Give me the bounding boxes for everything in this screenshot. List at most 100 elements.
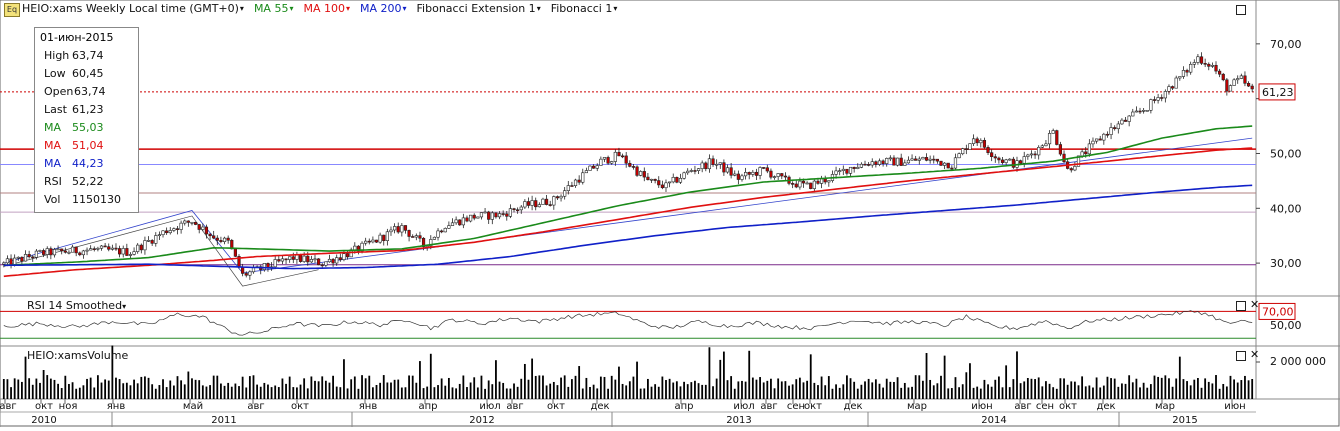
candle-body — [403, 225, 408, 231]
volume-bar — [748, 350, 751, 399]
volume-bar — [447, 377, 450, 399]
symbol-selector[interactable]: HEIO:xams Weekly Local time (GMT+0) ▾ — [22, 2, 244, 15]
volume-bar — [538, 375, 541, 399]
candle-body — [226, 237, 230, 241]
fib-indicator[interactable]: Fibonacci 1 ▾ — [551, 2, 618, 15]
ma100-label: MA 100 — [303, 2, 345, 15]
candle-body — [49, 248, 53, 256]
volume-maximize-icon[interactable] — [1236, 351, 1246, 361]
rsi-close-icon[interactable]: ✕ — [1250, 298, 1260, 311]
month-label: мар — [1155, 401, 1175, 412]
volume-bar — [618, 366, 620, 399]
volume-bar — [1012, 379, 1015, 399]
volume-bar — [100, 382, 103, 399]
candle-body — [1250, 85, 1254, 90]
candle-body — [885, 158, 889, 164]
volume-bar — [462, 375, 465, 399]
candle-body — [92, 248, 96, 250]
candle-body — [1167, 86, 1171, 92]
volume-bar — [610, 375, 613, 399]
data-window-label: MA — [44, 156, 62, 170]
candle-body — [1091, 140, 1095, 145]
volume-bar — [777, 378, 780, 399]
fib-ext-indicator[interactable]: Fibonacci Extension 1 ▾ — [417, 2, 541, 15]
candle-body — [331, 258, 335, 264]
volume-bar — [35, 378, 38, 399]
rsi-tick-label: 50,00 — [1270, 319, 1302, 332]
volume-bar — [234, 383, 237, 399]
candle-body — [537, 204, 541, 208]
ma55-indicator[interactable]: MA 55 ▾ — [254, 2, 294, 15]
candle-body — [436, 230, 440, 238]
candle-body — [563, 190, 567, 197]
volume-bar — [154, 388, 157, 399]
volume-bar — [1178, 356, 1181, 399]
volume-bar — [860, 384, 863, 399]
volume-bar — [766, 380, 769, 399]
candle-body — [642, 171, 646, 178]
candle-body — [660, 184, 664, 189]
candle-body — [34, 250, 38, 258]
volume-bar — [867, 378, 870, 399]
volume-bar — [940, 375, 942, 399]
volume-bar — [451, 387, 454, 399]
volume-bar — [722, 351, 725, 399]
volume-bar — [183, 384, 186, 399]
volume-bar — [856, 388, 859, 399]
equity-icon[interactable]: Eq — [4, 3, 20, 17]
volume-bar — [686, 384, 689, 399]
volume-bar — [614, 379, 617, 399]
volume-bar — [328, 382, 331, 399]
volume-bar — [527, 379, 530, 399]
candle-body — [450, 222, 455, 226]
data-window-row: Last 61,23 — [35, 100, 138, 118]
volume-bar — [1095, 377, 1098, 399]
volume-bar — [245, 387, 248, 399]
candle-body — [798, 180, 802, 188]
data-window-label: High — [44, 48, 70, 62]
volume-bar — [469, 382, 472, 399]
volume-bar — [694, 380, 696, 399]
candle-body — [367, 240, 371, 243]
ma200-indicator[interactable]: MA 200 ▾ — [360, 2, 407, 15]
rsi-panel-title[interactable]: RSI 14 Smoothed▾ — [27, 299, 126, 312]
candle-body — [986, 147, 990, 153]
ma100-indicator[interactable]: MA 100 ▾ — [303, 2, 350, 15]
candle-body — [602, 157, 607, 160]
candle-body — [125, 248, 129, 256]
candle-body — [852, 166, 856, 169]
volume-bar — [578, 366, 581, 399]
candle-body — [1000, 159, 1005, 163]
volume-bar — [596, 388, 599, 399]
volume-bar — [672, 382, 675, 399]
volume-bar — [122, 383, 125, 399]
volume-bar — [252, 375, 255, 399]
candle-body — [704, 162, 708, 170]
volume-bar — [187, 371, 190, 399]
volume-bar — [419, 361, 421, 399]
rsi-maximize-icon[interactable] — [1236, 301, 1246, 311]
candle-body — [219, 240, 223, 243]
data-window-row: RSI 52,22 — [35, 172, 138, 190]
volume-bar — [136, 383, 139, 399]
rsi-level-tag — [1258, 302, 1296, 320]
volume-bar — [665, 380, 667, 399]
candle-body — [1207, 63, 1211, 67]
candle-body — [635, 166, 639, 176]
candle-body — [675, 177, 679, 183]
candle-body — [769, 170, 773, 178]
candle-body — [1160, 97, 1164, 99]
data-window-value: 51,04 — [72, 138, 104, 152]
volume-bar — [390, 382, 392, 399]
volume-close-icon[interactable]: ✕ — [1250, 348, 1260, 361]
volume-bar — [1106, 376, 1109, 399]
candle-body — [914, 158, 918, 161]
volume-bar — [549, 383, 552, 399]
volume-bar — [1157, 376, 1160, 399]
maximize-icon[interactable] — [1236, 5, 1246, 15]
candle-body — [56, 248, 60, 251]
volume-bar — [1037, 377, 1040, 399]
month-label: июл — [479, 401, 500, 412]
candle-body — [356, 245, 361, 252]
month-label: окт — [1059, 401, 1077, 412]
